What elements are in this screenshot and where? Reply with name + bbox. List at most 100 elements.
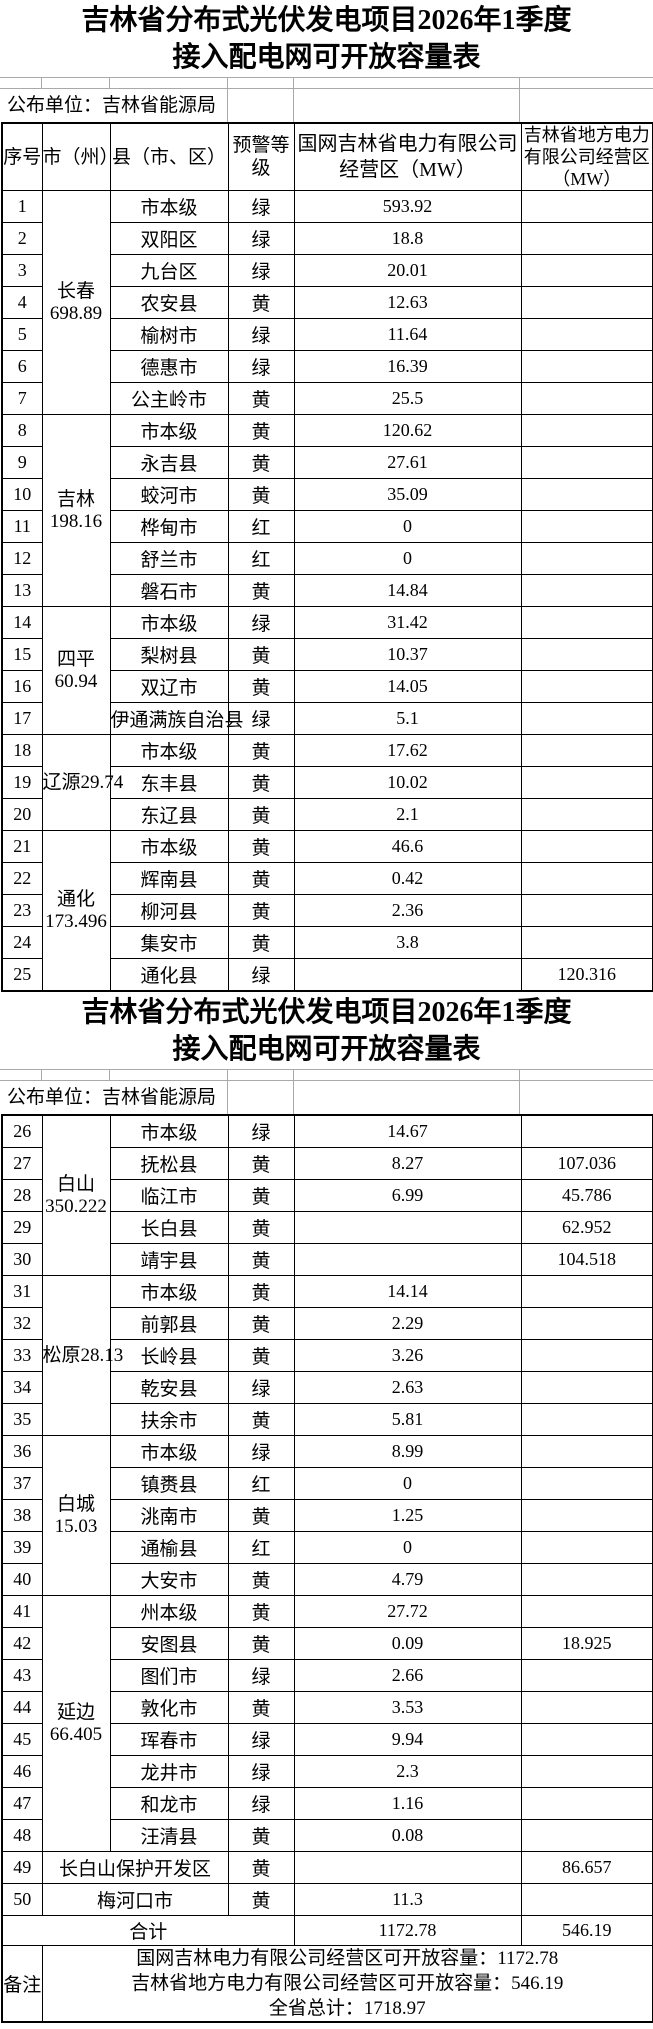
cell-local-mw: [520, 1595, 653, 1628]
cell-local-mw: [520, 1275, 653, 1308]
cell-local-mw: [520, 830, 653, 863]
table-row: 4 农安县黄 12.63: [1, 286, 653, 319]
cell-county: 东丰县: [109, 766, 229, 799]
table-row: 15 梨树县黄 10.37: [1, 638, 653, 671]
cell-local-mw: 104.518: [520, 1243, 653, 1276]
cell-seq: 46: [1, 1755, 43, 1788]
cell-seq: 14: [1, 606, 43, 639]
cell-grid-mw: 0: [293, 510, 522, 543]
cell-seq: 23: [1, 894, 43, 927]
cell-seq: 12: [1, 542, 43, 575]
city-line: 698.89: [49, 302, 103, 324]
cell-grid-mw: 8.27: [293, 1147, 522, 1180]
table-row: 28 临江市黄 6.99 45.786: [1, 1179, 653, 1212]
cell-local-mw: [520, 1563, 653, 1596]
capacity-table-page2: 26 白山 350.222 市本级绿 14.67 27 抚松县黄 8.27 107.036 28 临…: [1, 1114, 653, 2023]
table-row: 46 龙井市绿 2.3: [1, 1755, 653, 1788]
cell-county: 长岭县: [109, 1339, 229, 1372]
cell-county: 蛟河市: [109, 478, 229, 511]
gridline: [227, 1070, 228, 1080]
cell-seq: 27: [1, 1147, 43, 1180]
cell-warning-level: 黄: [227, 1883, 295, 1916]
city-line: 66.405: [49, 1723, 103, 1745]
cell-local-mw: [520, 1339, 653, 1372]
gridline: [293, 1081, 294, 1114]
table-row: 34 乾安县绿 2.63: [1, 1371, 653, 1404]
cell-local-mw: [520, 1499, 653, 1532]
cell-seq: 4: [1, 286, 43, 319]
publisher-label: 公布单位：吉林省能源局: [7, 95, 217, 116]
cell-grid-mw: 27.72: [293, 1595, 522, 1628]
cell-grid-mw: 11.3: [293, 1883, 522, 1916]
cell-grid-mw: [293, 958, 522, 992]
cell-grid-mw: 10.37: [293, 638, 522, 671]
cell-local-mw: [520, 926, 653, 959]
cell-grid-mw: 31.42: [293, 606, 522, 639]
city-line: 吉林: [56, 488, 95, 510]
city-line: 延边: [56, 1701, 95, 1723]
cell-grid-mw: 3.53: [293, 1691, 522, 1724]
cell-grid-mw: 0: [293, 542, 522, 575]
cell-county: 德惠市: [109, 350, 229, 383]
table-row: 8 吉林 198.16 市本级黄 120.62: [1, 414, 653, 607]
table-row: 14 四平 60.94 市本级绿 31.42: [1, 606, 653, 735]
cell-local-mw: 18.925: [520, 1627, 653, 1660]
cell-seq: 15: [1, 638, 43, 671]
cell-grid-mw: 14.84: [293, 574, 522, 607]
cell-county: 东辽县: [109, 798, 229, 831]
cell-seq: 25: [1, 958, 43, 992]
table-row: 27 抚松县黄 8.27 107.036: [1, 1147, 653, 1180]
cell-local-mw: [520, 286, 653, 319]
table-row: 24 集安市黄 3.8: [1, 926, 653, 959]
remark-row: 备注 国网吉林电力有限公司经营区可开放容量：1172.78 吉林省地方电力有限公司经…: [1, 1945, 653, 2023]
total-local-mw: 546.19: [520, 1915, 653, 1946]
cell-county: 长白县: [109, 1211, 229, 1244]
cell-county: 梨树县: [109, 638, 229, 671]
cell-county: 双阳区: [109, 222, 229, 255]
table-row: 37 镇赉县红 0: [1, 1467, 653, 1500]
table-row: 36 白城 15.03 市本级绿 8.99: [1, 1435, 653, 1596]
cell-warning-level: 黄: [227, 734, 295, 767]
gridline: [227, 1081, 228, 1114]
cell-grid-mw: 4.79: [293, 1563, 522, 1596]
cell-warning-level: 黄: [227, 638, 295, 671]
cell-seq: 16: [1, 670, 43, 703]
cell-local-mw: [520, 1883, 653, 1916]
cell-county: 市本级: [109, 734, 229, 767]
cell-warning-level: 黄: [227, 1243, 295, 1276]
city-line: 通化: [56, 888, 95, 910]
cell-grid-mw: [293, 1243, 522, 1276]
col-header: 预警等级: [227, 122, 295, 191]
cell-warning-level: 绿: [227, 254, 295, 287]
cell-warning-level: 绿: [227, 1755, 295, 1788]
cell-seq: 50: [1, 1883, 43, 1916]
cell-grid-mw: 1.25: [293, 1499, 522, 1532]
publisher-row: 公布单位：吉林省能源局: [0, 1081, 653, 1114]
cell-warning-level: 绿: [227, 1114, 295, 1148]
cell-seq: 11: [1, 510, 43, 543]
capacity-table-page1: 序号 市（州） 县（市、区） 预警等级 国网吉林省电力有限公司经营区（MW） 吉林省地方电…: [1, 122, 653, 992]
cell-seq: 38: [1, 1499, 43, 1532]
cell-local-mw: [520, 766, 653, 799]
table-row: 2 双阳区绿 18.8: [1, 222, 653, 255]
cell-city: 辽源29.74: [41, 734, 123, 831]
cell-grid-mw: 8.99: [293, 1435, 522, 1468]
col-header: 国网吉林省电力有限公司经营区（MW）: [293, 122, 522, 191]
cell-county: 安图县: [109, 1627, 229, 1660]
cell-warning-level: 绿: [227, 1659, 295, 1692]
cell-grid-mw: 16.39: [293, 350, 522, 383]
cell-warning-level: 黄: [227, 1179, 295, 1212]
cell-seq: 21: [1, 830, 43, 863]
cell-local-mw: [520, 446, 653, 479]
cell-county: 舒兰市: [109, 542, 229, 575]
cell-county: 敦化市: [109, 1691, 229, 1724]
cell-local-mw: [520, 190, 653, 223]
cell-warning-level: 黄: [227, 1691, 295, 1724]
table-row: 41 延边 66.405 州本级黄 27.72: [1, 1595, 653, 1852]
cell-grid-mw: 120.62: [293, 414, 522, 447]
city-line: 350.222: [45, 1195, 107, 1217]
cell-warning-level: 绿: [227, 190, 295, 223]
cell-warning-level: 黄: [227, 446, 295, 479]
cell-local-mw: [520, 1307, 653, 1340]
cell-local-mw: [520, 638, 653, 671]
